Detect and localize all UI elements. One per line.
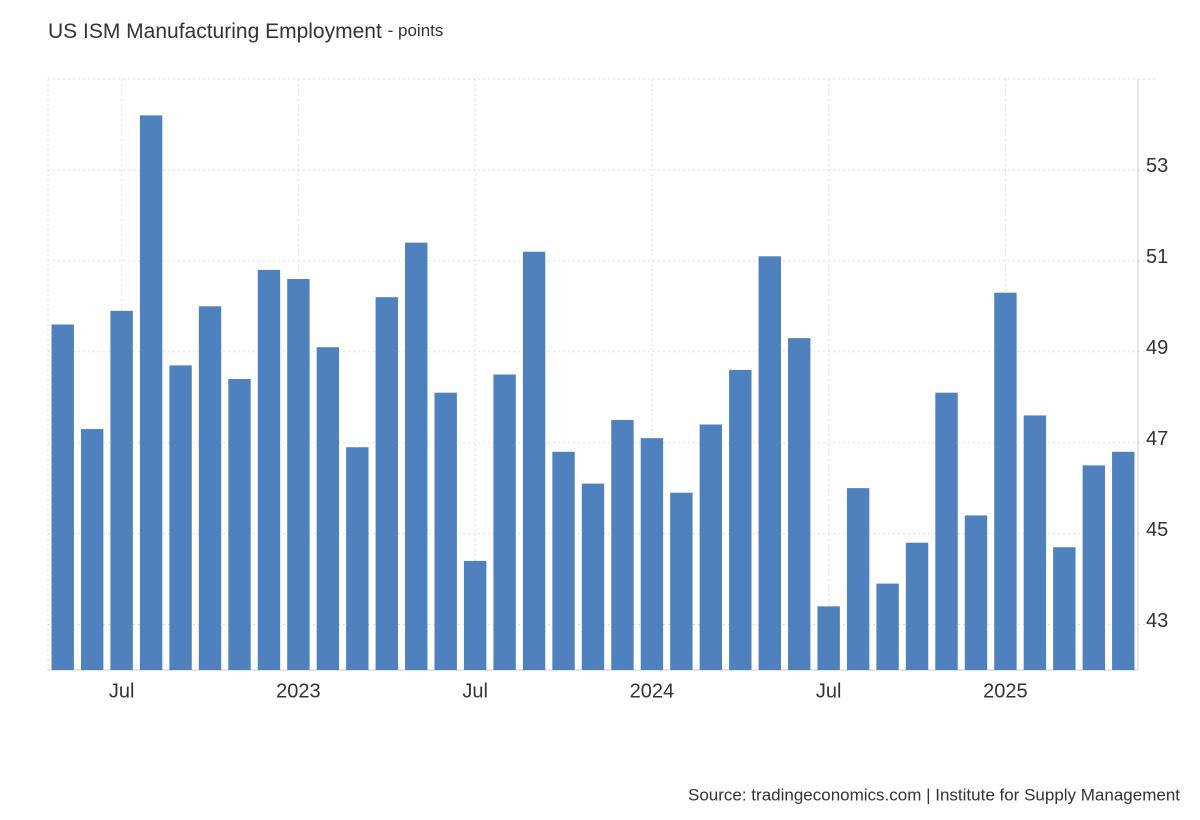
chart-title: US ISM Manufacturing Employment - points (48, 20, 443, 43)
title: US ISM Manufacturing Employment (48, 20, 382, 43)
bar (905, 542, 929, 670)
bar (375, 297, 398, 670)
x-tick-label: 2024 (630, 680, 675, 702)
x-tick-label: Jul (462, 680, 488, 702)
y-tick-label: 53 (1146, 155, 1168, 177)
bar (110, 310, 133, 670)
bar (287, 279, 310, 670)
bar (964, 515, 988, 670)
bar (876, 583, 899, 670)
x-tick-label: 2023 (276, 680, 321, 702)
bar (994, 292, 1017, 670)
bar (346, 447, 369, 670)
bar (257, 269, 281, 670)
x-tick-label: Jul (109, 680, 135, 702)
bar (434, 392, 457, 670)
bar (228, 379, 251, 670)
bar (405, 242, 428, 670)
bar (80, 429, 104, 670)
bar (1053, 547, 1076, 670)
source: Source: tradingeconomics.com | Institute… (688, 785, 1180, 804)
y-tick-label: 43 (1146, 610, 1168, 632)
bar (670, 492, 693, 670)
bar (1112, 451, 1135, 670)
bar (1023, 415, 1047, 670)
bar (493, 374, 516, 670)
bar (846, 488, 870, 670)
x-tick-label: Jul (816, 680, 842, 702)
bar (611, 419, 634, 670)
x-tick-label: 2025 (983, 680, 1028, 702)
y-tick-label: 45 (1146, 519, 1168, 541)
bar (198, 306, 222, 670)
bar (522, 251, 546, 670)
bar (552, 451, 575, 670)
bar (1082, 465, 1106, 670)
bar (316, 347, 340, 670)
bar (817, 606, 840, 670)
bar (935, 392, 958, 670)
bar (139, 115, 163, 670)
bar (758, 256, 781, 670)
bar (51, 324, 74, 670)
subtitle: - points (388, 21, 444, 40)
y-tick-label: 47 (1146, 428, 1168, 450)
bar (729, 369, 752, 670)
y-tick-label: 49 (1146, 337, 1168, 359)
bar (581, 483, 605, 670)
bar (699, 424, 723, 670)
bar (640, 438, 664, 670)
bar (463, 560, 487, 670)
y-tick-label: 51 (1146, 246, 1168, 268)
bar (169, 365, 192, 670)
bar (788, 338, 811, 670)
